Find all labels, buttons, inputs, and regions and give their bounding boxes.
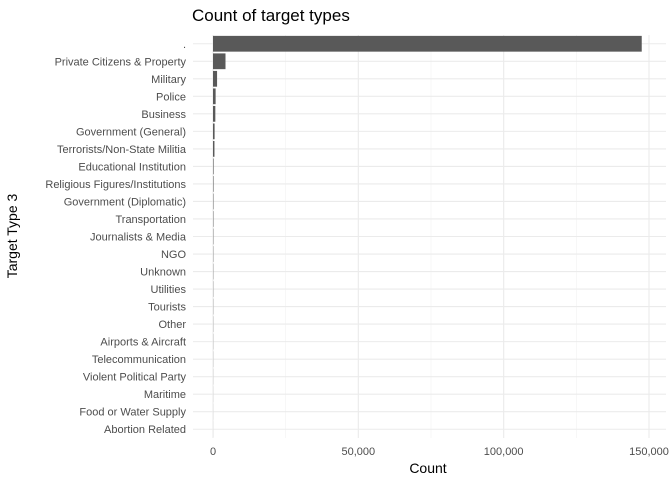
- y-tick-label: Educational Institution: [78, 161, 186, 173]
- y-tick-label: Transportation: [115, 214, 186, 226]
- bar: [213, 105, 216, 122]
- bar: [213, 35, 642, 52]
- bar: [213, 123, 215, 140]
- y-tick-label: Government (General): [76, 126, 186, 138]
- bar: [213, 88, 216, 105]
- y-tick-label: Military: [151, 74, 186, 86]
- y-tick-label: Violent Political Party: [83, 372, 187, 384]
- y-tick-label: Religious Figures/Institutions: [45, 179, 186, 191]
- bar: [213, 176, 214, 192]
- y-axis-label: Target Type 3: [4, 194, 20, 279]
- gridlines: [193, 35, 666, 438]
- y-tick-label: Telecommunication: [92, 354, 186, 366]
- y-tick-label: Food or Water Supply: [79, 407, 186, 419]
- bar: [213, 70, 218, 87]
- x-tick-label: 0: [210, 446, 216, 458]
- y-tick-label: Journalists & Media: [90, 232, 187, 244]
- y-tick-label: Tourists: [148, 302, 186, 314]
- bar: [213, 141, 215, 157]
- y-tick-label: Maritime: [144, 389, 186, 401]
- y-tick-labels: . Private Citizens & Property Military Poli…: [45, 39, 186, 436]
- y-tick-label: Abortion Related: [104, 424, 186, 436]
- y-tick-label: Airports & Aircraft: [100, 337, 186, 349]
- y-tick-label: Private Citizens & Property: [55, 56, 187, 68]
- x-axis-label: Count: [409, 460, 446, 476]
- chart-title: Count of target types: [192, 6, 350, 25]
- y-tick-label: Other: [158, 319, 186, 331]
- y-tick-label: Business: [141, 109, 186, 121]
- y-tick-label: NGO: [161, 249, 187, 261]
- bar: [213, 53, 226, 70]
- x-tick-label: 100,000: [484, 446, 524, 458]
- y-tick-label: Government (Diplomatic): [64, 196, 186, 208]
- bars: [213, 35, 642, 438]
- y-tick-label: Police: [156, 91, 186, 103]
- y-tick-label: Terrorists/Non-State Militia: [57, 144, 187, 156]
- y-tick-label: .: [183, 39, 186, 51]
- x-tick-label: 150,000: [629, 446, 669, 458]
- y-tick-label: Utilities: [151, 284, 187, 296]
- x-tick-label: 50,000: [342, 446, 376, 458]
- bar: [213, 158, 214, 175]
- y-tick-label: Unknown: [140, 267, 186, 279]
- x-tick-labels: 0 50,000 100,000 150,000: [210, 446, 669, 458]
